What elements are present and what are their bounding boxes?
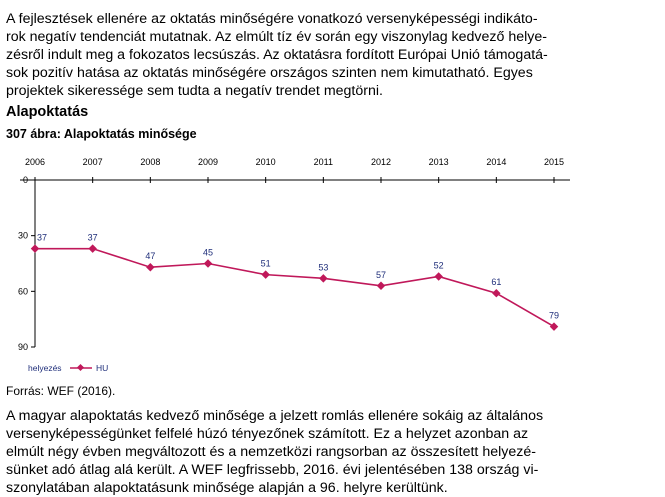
x-tick-label: 2010 bbox=[256, 157, 276, 167]
data-point bbox=[376, 281, 386, 291]
data-point bbox=[146, 262, 155, 272]
intro-line: zésről indult meg a fokozatos lecsúszás.… bbox=[6, 47, 548, 63]
plot-area: 37 37 47 45 51 53 57 52 61 79 bbox=[30, 233, 559, 331]
series-line-hu bbox=[35, 247, 555, 328]
y-tick-label: 90 bbox=[18, 342, 28, 352]
data-point bbox=[203, 259, 213, 268]
chart-legend: helyezés HU bbox=[28, 363, 108, 373]
closing-line: A magyar alapoktatás kedvező minősége a … bbox=[6, 408, 544, 424]
closing-line: versenyképességünket felfelé húzó tényez… bbox=[6, 426, 529, 442]
data-point bbox=[30, 244, 40, 253]
x-tick-label: 2013 bbox=[429, 157, 449, 167]
data-point bbox=[261, 270, 270, 279]
x-axis-ticks: 2006 2007 2008 2009 2010 2011 2012 2013 2014 2015 bbox=[20, 157, 570, 183]
data-label: 51 bbox=[261, 259, 271, 269]
data-label: 47 bbox=[145, 251, 155, 261]
y-tick-label: 30 bbox=[18, 231, 28, 241]
data-point bbox=[549, 322, 559, 331]
data-label: 61 bbox=[491, 277, 501, 287]
x-tick-label: 2012 bbox=[371, 157, 391, 167]
intro-paragraph: A fejlesztések ellenére az oktatás minős… bbox=[6, 10, 606, 100]
data-label: 52 bbox=[434, 260, 444, 270]
line-chart: 2006 2007 2008 2009 2010 2011 2012 2013 2014 2015… bbox=[18, 157, 570, 373]
data-label: 79 bbox=[549, 311, 559, 321]
x-tick-label: 2007 bbox=[83, 157, 103, 167]
x-tick-label: 2008 bbox=[140, 157, 160, 167]
data-label: 37 bbox=[88, 233, 98, 243]
figure-source: Forrás: WEF (2016). bbox=[6, 384, 116, 398]
closing-line: sünket adó átlag alá került. A WEF legfr… bbox=[6, 462, 539, 478]
intro-line: sok pozitív hatása az oktatás minőségére… bbox=[6, 65, 533, 81]
x-tick-label: 2011 bbox=[314, 157, 333, 167]
x-tick-label: 2014 bbox=[486, 157, 506, 167]
intro-line: A fejlesztések ellenére az oktatás minős… bbox=[6, 11, 538, 27]
figure-title: 307 ábra: Alapoktatás minősége bbox=[6, 127, 197, 141]
closing-line: elmúlt négy évben megváltozott és a nemz… bbox=[6, 444, 536, 460]
x-tick-label: 2006 bbox=[25, 157, 45, 167]
data-point bbox=[492, 288, 501, 298]
data-point bbox=[319, 274, 328, 283]
y-tick-label: 60 bbox=[18, 286, 28, 296]
intro-line: projektek sikeressége sem tudta a negatí… bbox=[6, 83, 383, 99]
closing-paragraph: A magyar alapoktatás kedvező minősége a … bbox=[6, 407, 606, 497]
x-tick-label: 2015 bbox=[544, 157, 564, 167]
legend-y-axis-label: helyezés bbox=[28, 363, 62, 373]
y-tick-label: 0 bbox=[23, 175, 28, 185]
legend-series-label: HU bbox=[96, 363, 108, 373]
legend-marker-swatch bbox=[76, 363, 85, 372]
x-tick-label: 2009 bbox=[198, 157, 218, 167]
data-label: 37 bbox=[37, 233, 47, 243]
y-axis: 0 30 60 90 bbox=[18, 175, 36, 352]
intro-line: rok negatív tendenciát mutatnak. Az elmú… bbox=[6, 29, 547, 45]
closing-line: szonylatában alapoktatásunk minősége ala… bbox=[6, 480, 448, 496]
data-point bbox=[434, 272, 443, 281]
data-point bbox=[88, 244, 97, 253]
section-heading: Alapoktatás bbox=[6, 104, 89, 120]
data-label: 53 bbox=[318, 262, 328, 272]
data-label: 45 bbox=[203, 248, 213, 258]
data-label: 57 bbox=[376, 270, 386, 280]
